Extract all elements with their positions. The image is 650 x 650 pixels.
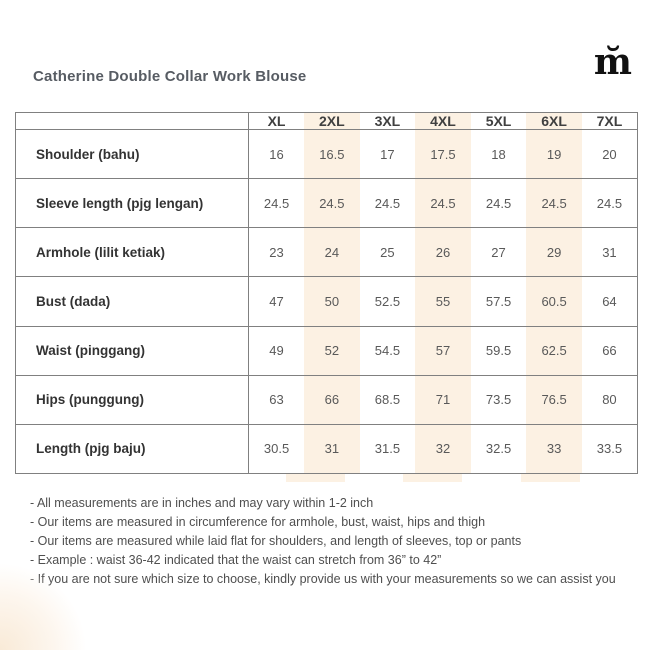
- table-row: Bust (dada) 47 50 52.5 55 57.5 60.5 64: [15, 276, 638, 327]
- size-chart-header-row: XL 2XL 3XL 4XL 5XL 6XL 7XL: [15, 112, 638, 130]
- page-title: Catherine Double Collar Work Blouse: [33, 68, 307, 85]
- measurement-cell: 66: [304, 375, 360, 425]
- measurement-cell: 24.5: [304, 178, 360, 229]
- measurement-cell: 31.5: [374, 441, 401, 457]
- measurement-cell: 49: [248, 326, 305, 376]
- measurement-cell: 16.5: [304, 129, 360, 180]
- measurement-label: Hips (punggung): [15, 375, 249, 425]
- measurement-label: Waist (pinggang): [15, 326, 249, 376]
- measurement-cell: 68.5: [359, 375, 416, 425]
- measurement-cell: 57: [415, 326, 471, 376]
- note-line: - Example : waist 36-42 indicated that t…: [30, 553, 442, 567]
- measurement-cell: 31: [581, 227, 638, 278]
- note-line: - All measurements are in inches and may…: [30, 496, 374, 510]
- table-row: Sleeve length (pjg lengan) 24.5 24.5 24.5 24…: [15, 178, 638, 229]
- size-column-header: 4XL: [415, 112, 471, 130]
- measurement-cell: 52: [304, 326, 360, 376]
- measurement-cell: 62.5: [526, 326, 582, 376]
- corner-cell: [15, 112, 249, 130]
- table-row: Armhole (lilit ketiak) 23 24 25 26 27 29 31: [15, 227, 638, 278]
- measurement-cell: 52.5: [359, 276, 416, 327]
- size-column-header: 7XL: [581, 112, 638, 130]
- measurement-cell: 17.5: [415, 129, 471, 180]
- size-column-header: 2XL: [304, 112, 360, 130]
- measurement-label: Shoulder (bahu): [15, 129, 249, 180]
- column-highlight-stripe: [403, 473, 463, 482]
- measurement-cell: 18: [470, 129, 527, 180]
- note-line: - Our items are measured in circumferenc…: [30, 515, 486, 529]
- brand-logo: m̆: [593, 41, 632, 83]
- measurement-cell: 24.5: [470, 178, 527, 229]
- measurement-cell: 71: [415, 375, 471, 425]
- measurement-cell: 27: [470, 227, 527, 278]
- measurement-label: Bust (dada): [15, 276, 249, 327]
- size-chart-header: XL 2XL 3XL 4XL 5XL 6XL 7XL: [15, 112, 638, 130]
- column-highlight-stripe: [520, 473, 580, 482]
- measurement-cell: 24.5: [415, 178, 471, 229]
- measurement-cell: 25: [359, 227, 416, 278]
- measurement-cell: 73.5: [470, 375, 527, 425]
- measurement-label: Armhole (lilit ketiak): [15, 227, 249, 278]
- size-column-header: 6XL: [526, 112, 582, 130]
- measurement-cell: 24.5: [526, 178, 582, 229]
- measurement-cell: 64: [581, 276, 638, 327]
- notes-list: - All measurements are in inches and may…: [30, 494, 630, 589]
- size-column-header: XL: [248, 112, 305, 130]
- table-row: Hips (punggung) 63 66 68.5 71 73.5 76.5 80: [15, 375, 638, 425]
- measurement-cell: 32: [415, 424, 471, 474]
- measurement-cell: 20: [581, 129, 638, 180]
- measurement-cell: 80: [581, 375, 638, 425]
- measurement-cell: 31: [304, 424, 360, 474]
- measurement-cell: 57.5: [470, 276, 527, 327]
- measurement-cell: 19: [526, 129, 582, 180]
- measurement-cell: 47: [248, 276, 305, 327]
- column-highlight-stripe: [285, 473, 345, 482]
- measurement-cell: 60.5: [526, 276, 582, 327]
- measurement-cell: 26: [415, 227, 471, 278]
- table-row: Waist (pinggang) 49 52 54.5 57 59.5 62.5 66: [15, 326, 638, 376]
- measurement-cell: 33.5: [596, 441, 623, 457]
- measurement-label: Sleeve length (pjg lengan): [15, 178, 249, 229]
- measurement-cell: 24: [304, 227, 360, 278]
- note-line: - If you are not sure which size to choo…: [30, 572, 616, 586]
- measurement-cell: 55: [415, 276, 471, 327]
- measurement-label: Length (pjg baju): [15, 424, 249, 474]
- measurement-cell: 24.5: [581, 178, 638, 229]
- size-column-header: 3XL: [359, 112, 416, 130]
- measurement-cell: 32.5: [485, 441, 512, 457]
- measurement-cell: 33: [526, 424, 582, 474]
- measurement-cell: 59.5: [470, 326, 527, 376]
- measurement-cell: 76.5: [526, 375, 582, 425]
- measurement-cell: 24.5: [359, 178, 416, 229]
- measurement-cell: 17: [359, 129, 416, 180]
- size-chart-table: XL 2XL 3XL 4XL 5XL 6XL 7XL Shoulder (bahu) 16 16…: [15, 112, 638, 474]
- measurement-cell: 30.5: [263, 441, 290, 457]
- measurement-cell: 16: [248, 129, 305, 180]
- table-row: Shoulder (bahu) 16 16.5 17 17.5 18 19 20: [15, 129, 638, 180]
- note-line: - Our items are measured while laid flat…: [30, 534, 522, 548]
- measurement-cell: 54.5: [359, 326, 416, 376]
- measurement-cell: 66: [581, 326, 638, 376]
- measurement-cell: 50: [304, 276, 360, 327]
- measurement-cell: 63: [248, 375, 305, 425]
- size-column-header: 5XL: [470, 112, 527, 130]
- measurement-cell: 23: [248, 227, 305, 278]
- size-chart-body: Shoulder (bahu) 16 16.5 17 17.5 18 19 20 Sleeve …: [15, 129, 638, 474]
- table-row: Length (pjg baju) 30.5 31 31.5 32 32.5 33 33.5: [15, 424, 638, 474]
- measurement-cell: 24.5: [248, 178, 305, 229]
- measurement-cell: 29: [526, 227, 582, 278]
